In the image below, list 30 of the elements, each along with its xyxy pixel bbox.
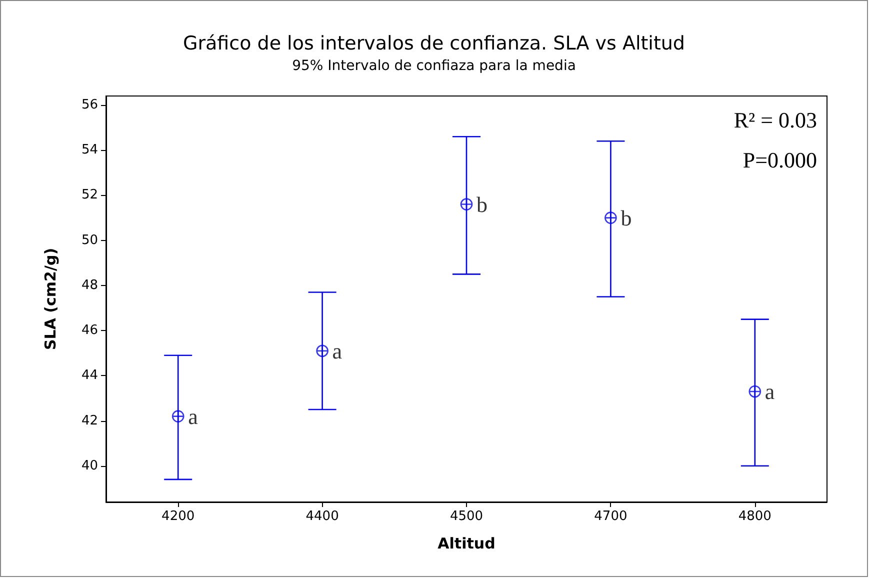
y-axis-title: SLA (cm2/g): [42, 248, 60, 350]
y-tick-label: 56: [81, 98, 98, 113]
annotation: a: [188, 404, 198, 429]
y-tick-label: 52: [81, 188, 98, 203]
y-tick-label: 40: [81, 458, 98, 474]
annotation: R² = 0.03: [734, 108, 818, 132]
x-tick-label: 4200: [162, 509, 195, 524]
point: [748, 385, 762, 398]
annotation: b: [620, 205, 632, 230]
annotation: a: [332, 338, 342, 364]
point: [604, 212, 617, 224]
y-tick-label: 48: [81, 278, 98, 293]
x-axis-title: Altitud: [438, 534, 496, 552]
annotation: a: [764, 378, 775, 404]
point: [460, 198, 473, 210]
x-tick-label: 4500: [450, 509, 484, 524]
x-tick-label: 4700: [594, 509, 628, 524]
annotation: b: [476, 192, 488, 217]
point: [172, 410, 184, 422]
annotation: P=0.000: [742, 148, 818, 172]
chart-title: Gráfico de los intervalos de confianza. SLA vs Altitud: [183, 32, 685, 54]
y-tick-label: 46: [81, 323, 98, 338]
point: [316, 344, 328, 358]
x-tick-label: 4400: [306, 509, 339, 524]
x-tick-label: 4800: [738, 509, 772, 524]
y-tick-label: 44: [81, 368, 98, 384]
y-tick-label: 50: [81, 232, 98, 248]
chart-subtitle: 95% Intervalo de confiaza para la media: [292, 58, 576, 74]
y-tick-label: 54: [81, 142, 98, 158]
y-tick-label: 42: [81, 413, 98, 428]
